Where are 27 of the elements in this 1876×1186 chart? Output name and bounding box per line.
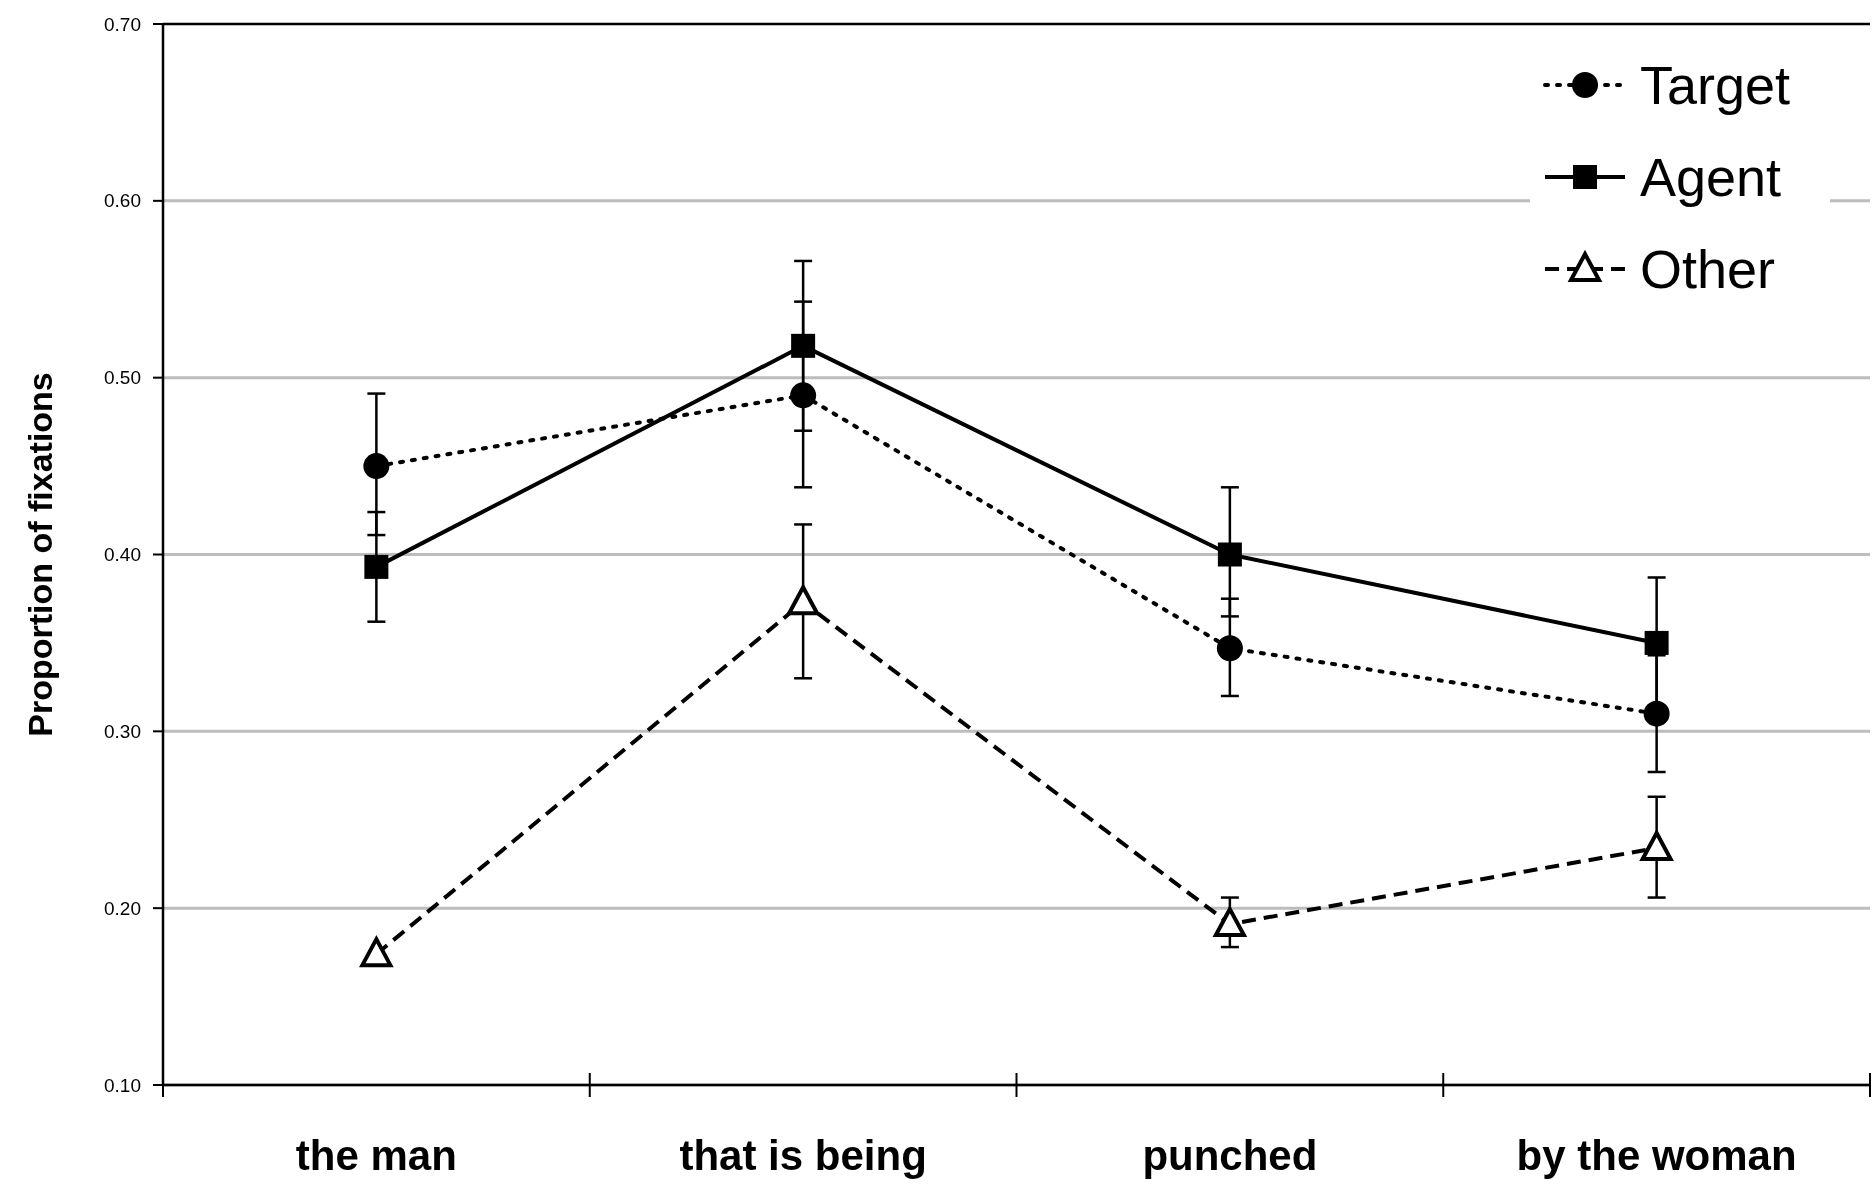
y-tick-label: 0.70 [104,13,141,35]
y-tick-label: 0.20 [104,897,141,919]
point [790,382,817,409]
point [1216,635,1243,662]
point [1643,700,1670,727]
x-tick-label: the man [295,1132,457,1179]
point [364,554,389,579]
y-tick-label: 0.40 [104,544,141,566]
legend-label: Agent [1640,146,1782,207]
point [1640,831,1673,862]
point [360,937,393,968]
y-tick-label: 0.50 [104,367,141,389]
legend-label: Other [1640,238,1776,299]
y-axis-title: Proportion of fixations [21,372,59,737]
point [1213,907,1246,938]
x-tick-label: that is being [679,1132,927,1179]
legend-label: Target [1640,54,1791,115]
x-tick-label: punched [1142,1132,1318,1179]
x-tick-label: by the woman [1516,1132,1797,1179]
y-tick-label: 0.10 [104,1074,141,1096]
point [1644,630,1669,655]
point [791,333,816,358]
y-tick-label: 0.60 [104,190,141,212]
point [787,585,820,616]
y-tick-label: 0.30 [104,720,141,742]
point [363,453,390,480]
point [1217,542,1242,567]
